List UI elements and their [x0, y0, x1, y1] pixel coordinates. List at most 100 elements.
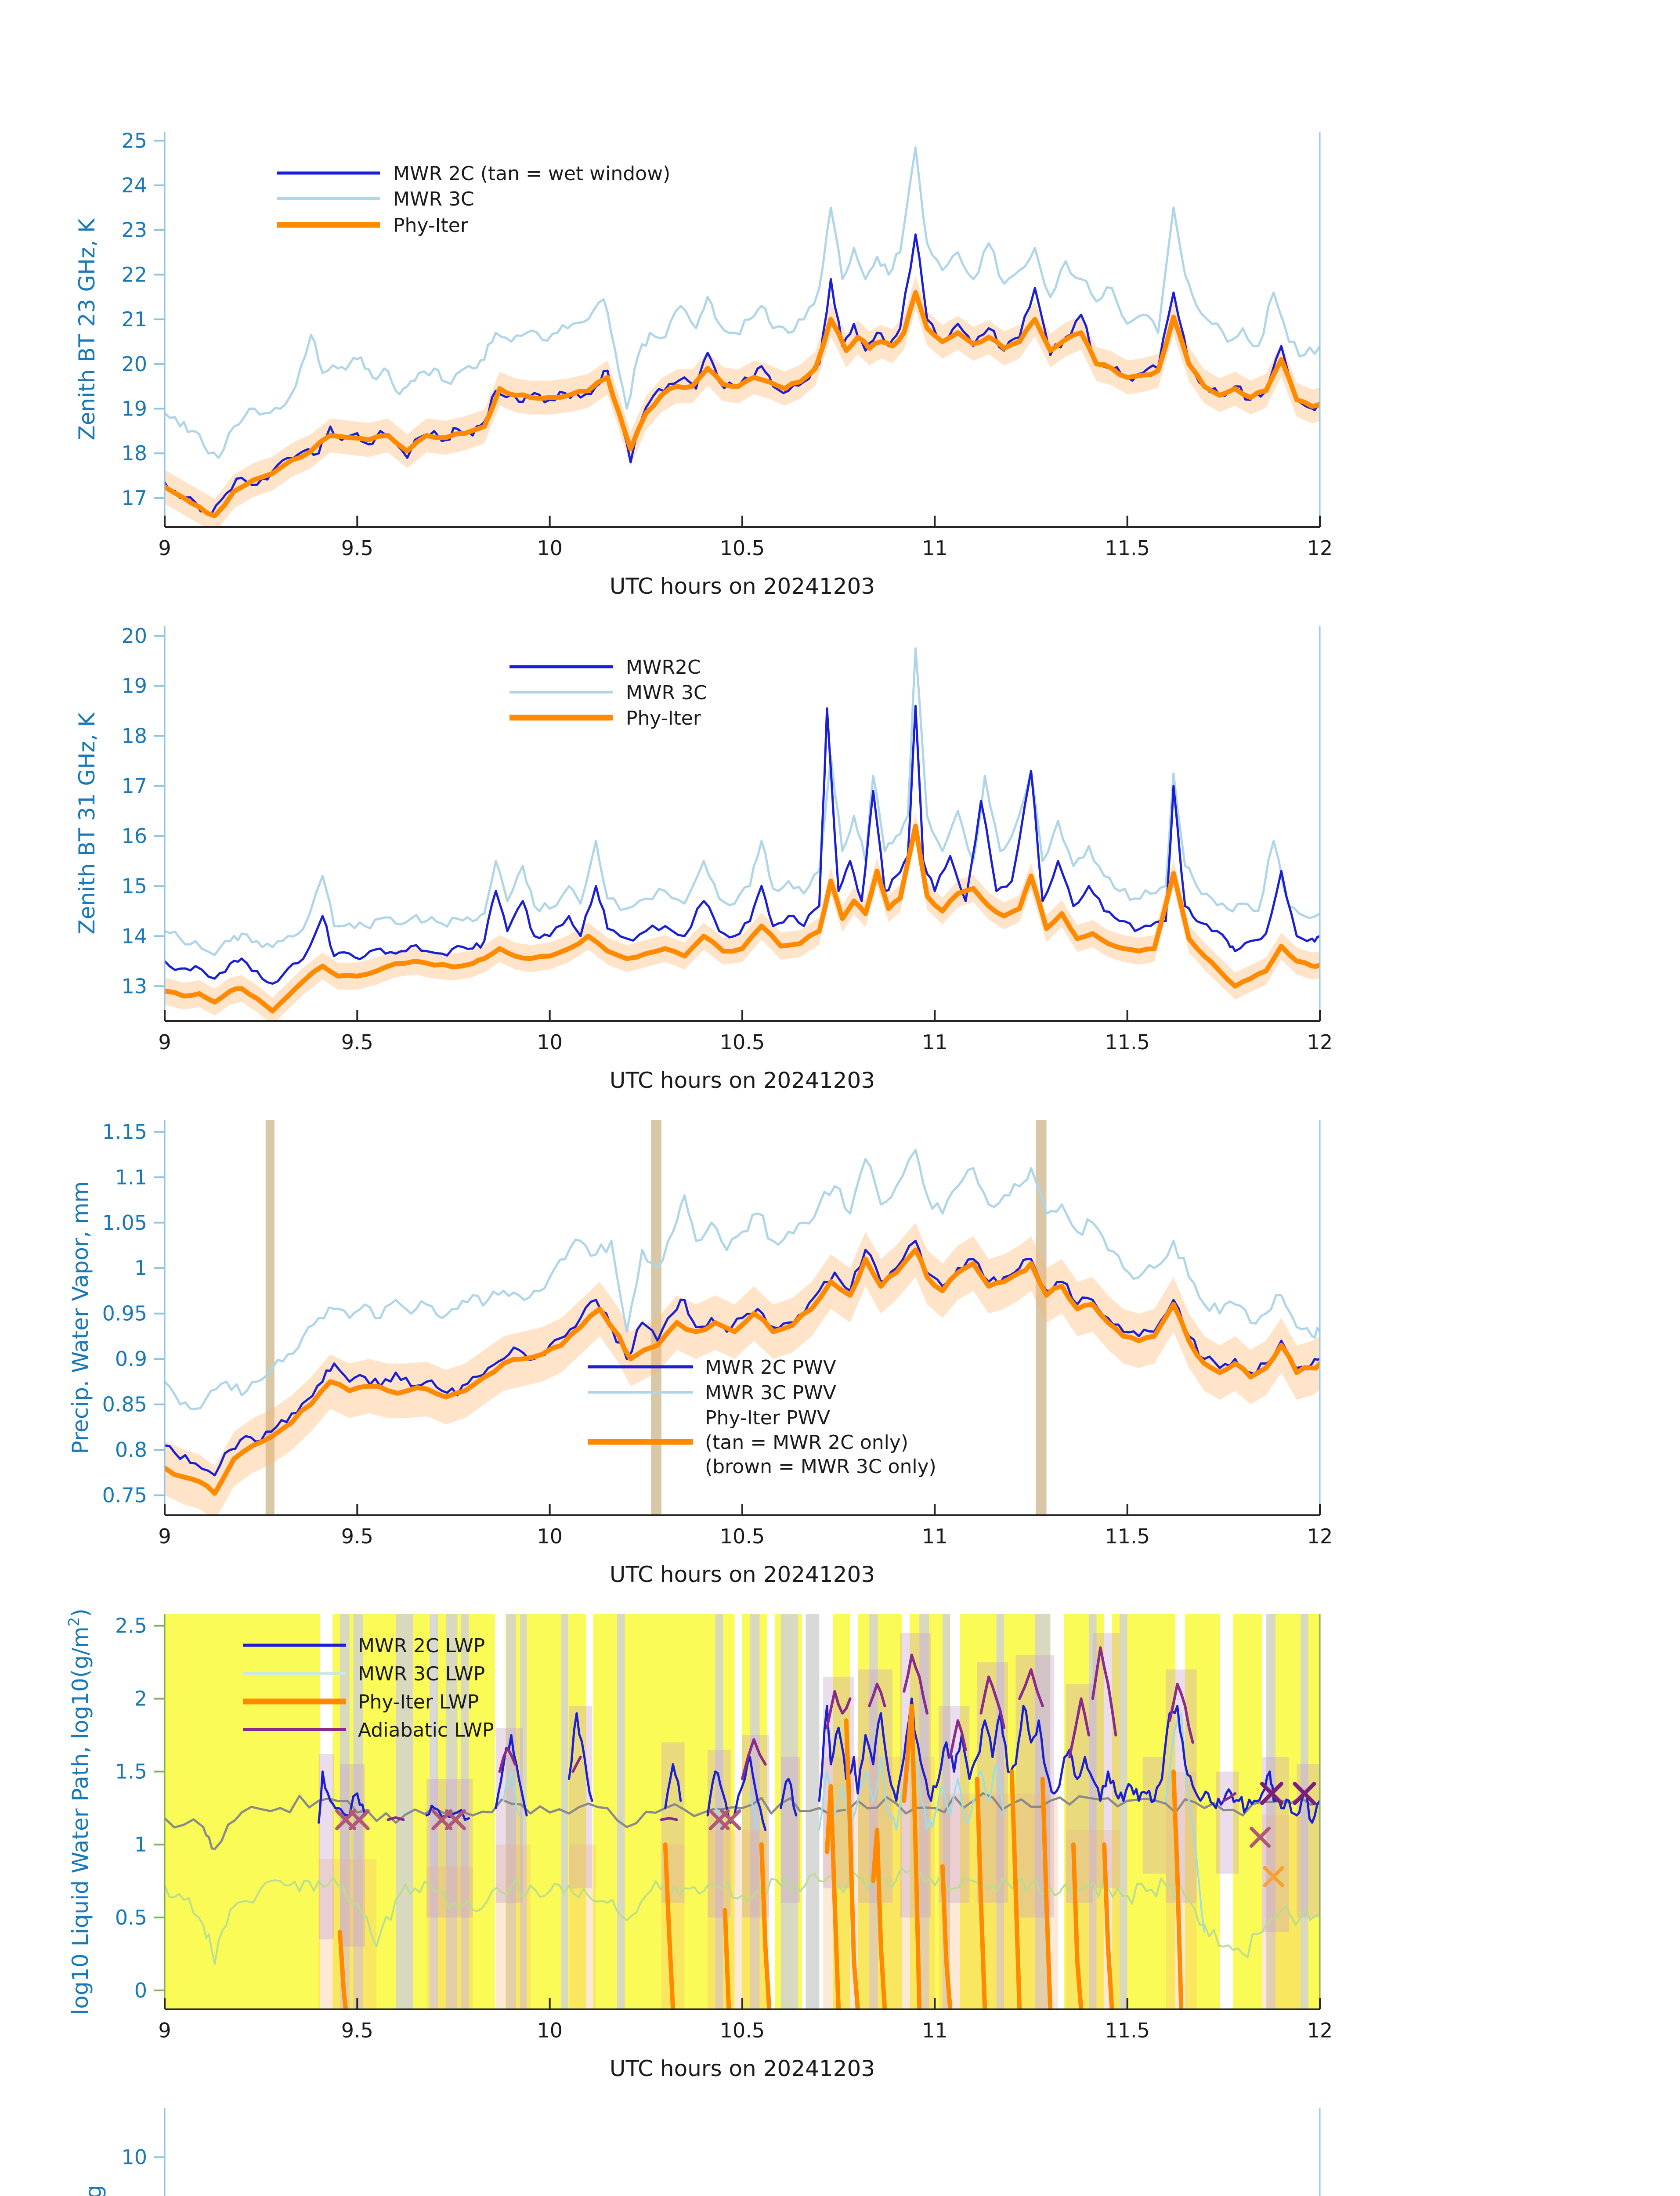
pink-uncertainty-band — [1066, 1684, 1093, 1903]
y-tick-label: 0.8 — [115, 1438, 147, 1462]
chart-bt23: 17 18 19 20 21 22 23 24 25 9 9.5 10 10.5 11 11.5 12 UTC … — [74, 129, 1333, 599]
series-phy-iter-lwp — [975, 1777, 987, 2009]
peach-uncertainty-band — [569, 1844, 596, 2009]
series-mwr-2c-lwp — [495, 1734, 528, 1817]
x-tick-label: 10 — [537, 1524, 563, 1548]
y-tick-label: 0.95 — [102, 1302, 147, 1326]
y-tick-label: 1 — [134, 1256, 147, 1280]
series-adiabatic-lwp — [1168, 1683, 1194, 1744]
x-tick-label: 11.5 — [1105, 1524, 1149, 1548]
x-marker — [720, 1809, 741, 1831]
series-adiabatic-lwp — [741, 1738, 767, 1781]
legend-label: MWR 3C LWP — [358, 1663, 485, 1685]
legend-bt23: MWR 2C (tan = wet window) MWR 3C Phy-Iter — [277, 163, 670, 237]
series-phy-iter-lwp — [759, 1842, 772, 2009]
series-adiabatic-lwp — [1068, 1697, 1090, 1759]
wet-window-band — [1270, 1614, 1320, 2009]
x-tick-label: 10.5 — [720, 2019, 765, 2042]
peach-uncertainty-band — [708, 1830, 770, 2009]
y-tick-label: 19 — [121, 674, 147, 698]
series-adiabatic-lwp — [571, 1755, 582, 1773]
gray-band — [506, 1614, 516, 2009]
y-tick-label: 24 — [121, 173, 147, 197]
series-phy-iter-lwp — [940, 1864, 953, 2009]
y-tick-label: 22 — [121, 263, 147, 286]
pink-uncertainty-band — [340, 1764, 365, 1947]
series-phy-iter-lwp — [824, 1784, 841, 2009]
series-adiabatic-lwp — [1222, 1792, 1237, 1802]
series-mwr-2c-lwp — [664, 1763, 682, 1810]
y-tick-label: 17 — [121, 486, 147, 510]
y-tick-label: 17 — [121, 774, 147, 798]
series-phy-iter-lwp — [1040, 1777, 1053, 2009]
series-mwr-3c-lwp — [502, 1770, 520, 1817]
band-phyiter-band — [165, 812, 1320, 1021]
plot-area-pwv — [165, 1120, 1320, 1515]
x-tick-label: 11.5 — [1105, 536, 1149, 560]
x-tick-label: 9.5 — [341, 2019, 373, 2042]
series-mwr-3c — [165, 647, 1320, 957]
y-tick-label: 0.85 — [102, 1393, 147, 1416]
legend-label: MWR2C — [626, 656, 701, 679]
chart-bt31: 13 14 15 16 17 18 19 20 9 9.5 10 10.5 11 11.5 12 UTC ho… — [74, 624, 1333, 1093]
pink-uncertainty-band — [1216, 1771, 1239, 1874]
x-tick-label: 11 — [922, 2019, 948, 2042]
x-tick-label: 9 — [158, 1524, 171, 1548]
pink-uncertainty-band — [426, 1779, 473, 1918]
series-mwr-2c-lwp — [706, 1756, 767, 1831]
x-tick-label: 9.5 — [341, 1524, 373, 1548]
series-mwr-2c-lwp — [818, 1698, 1320, 1824]
series-adiabatic-lwp — [1091, 1646, 1117, 1737]
y-tick-label: 0.5 — [115, 1906, 147, 1929]
x-marker — [1260, 1781, 1283, 1805]
gray-band — [1120, 1614, 1127, 2009]
pink-uncertainty-band — [569, 1706, 593, 1889]
gray-band — [996, 1614, 1004, 2009]
legend-label: MWR 2C LWP — [358, 1635, 485, 1657]
x-tick-label: 12 — [1307, 1524, 1333, 1548]
y-tick-label: 20 — [121, 624, 147, 648]
series-adiabatic-lwp — [949, 1719, 967, 1759]
x-marker — [1263, 1866, 1284, 1887]
y-tick-label: 20 — [121, 352, 147, 376]
x-axis-label: UTC hours on 20241203 — [610, 1068, 875, 1093]
series-adiabatic-lwp — [387, 1816, 405, 1821]
legend-label: Phy-Iter — [393, 214, 469, 237]
x-tick-label: 11 — [922, 1030, 948, 1054]
y-tick-label: 1.15 — [102, 1120, 147, 1144]
x-tick-label: 10.5 — [720, 1030, 765, 1054]
x-tick-label: 10 — [537, 2019, 563, 2042]
x-tick-label: 9 — [158, 1030, 171, 1054]
x-marker — [348, 1809, 370, 1831]
x-marker — [444, 1809, 466, 1831]
x-axis-label: UTC hours on 20241203 — [610, 2056, 875, 2081]
tan-vertical-band — [265, 1120, 275, 1515]
legend-label: MWR 3C — [393, 188, 474, 210]
series-phy-iter-lwp — [902, 1704, 922, 2009]
x-tick-label: 12 — [1307, 536, 1333, 560]
series-adiabatic-lwp — [868, 1683, 886, 1708]
gray-band — [715, 1614, 723, 2009]
y-axis-label: Precip. Water Vapor, mm — [68, 1181, 93, 1454]
y-tick-label: 15 — [121, 874, 147, 898]
x-axis-label: UTC hours on 20241203 — [610, 1562, 875, 1587]
y-tick-label: 1.5 — [115, 1760, 147, 1784]
legend-label: Phy-Iter PWV — [705, 1407, 830, 1429]
series-adiabatic-lwp — [979, 1675, 1006, 1729]
series-phy-iter-lwp — [1102, 1842, 1114, 2009]
peach-uncertainty-band — [495, 1844, 531, 2009]
y-tick-label: 1.05 — [102, 1211, 147, 1235]
y-axis-label: MWR Phy Iter DQ Flag — [81, 2185, 106, 2196]
y-axis-label: Zenith BT 31 GHz, K — [74, 712, 100, 934]
pink-uncertainty-band — [1166, 1669, 1197, 1903]
series-adiabatic-lwp — [903, 1654, 929, 1715]
legend-bt31: MWR2C MWR 3C Phy-Iter — [509, 656, 707, 730]
gray-band — [869, 1614, 878, 2009]
y-tick-label: 1 — [134, 1833, 147, 1856]
gray-band — [617, 1614, 625, 2009]
series-phy-iter-lwp — [663, 1842, 676, 2009]
y-tick-label: 16 — [121, 824, 147, 848]
series-mwr-2c-lwp — [780, 1777, 798, 1817]
